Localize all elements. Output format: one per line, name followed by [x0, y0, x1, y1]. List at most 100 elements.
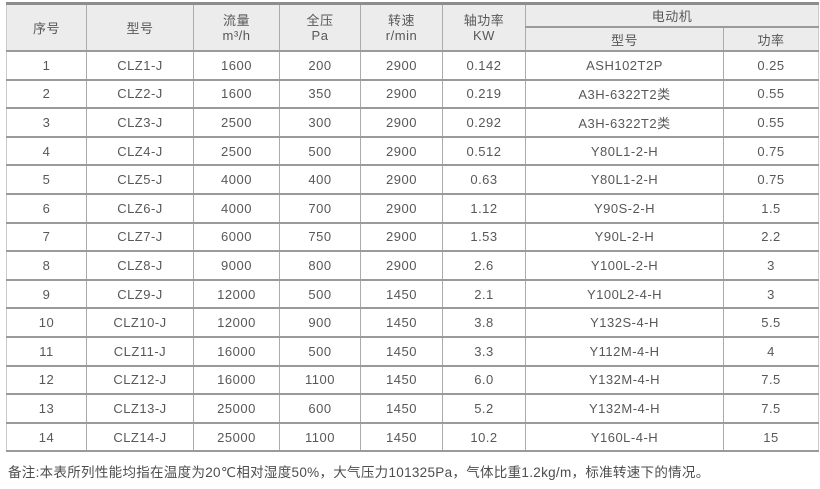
header-flow-label: 流量 — [222, 12, 250, 28]
cell-seq: 4 — [6, 135, 87, 167]
cell-motor-model: Y112M-4-H — [525, 335, 724, 367]
fan-spec-table: 序号 型号 流量 m³/h 全压 Pa 转速 r/min 轴 — [6, 2, 820, 453]
cell-shaft-power: 2.1 — [442, 278, 526, 310]
cell-flow: 1600 — [193, 50, 280, 81]
cell-motor-model: Y80L1-2-H — [525, 135, 724, 167]
cell-speed: 1450 — [360, 307, 443, 338]
cell-shaft-power: 0.512 — [442, 135, 526, 167]
table-row: 13 CLZ13-J 25000 600 1450 5.2 Y132M-4-H 7.5 — [6, 393, 820, 424]
cell-speed: 1450 — [360, 393, 443, 424]
table-row: 6 CLZ6-J 4000 700 2900 1.12 Y90S-2-H 1.5 — [6, 192, 820, 224]
cell-seq: 10 — [6, 307, 87, 338]
table-row: 11 CLZ11-J 16000 500 1450 3.3 Y112M-4-H 4 — [6, 335, 820, 367]
cell-flow: 12000 — [193, 278, 280, 310]
cell-seq: 3 — [6, 107, 87, 138]
cell-flow: 2500 — [193, 135, 280, 167]
cell-seq: 12 — [6, 364, 87, 396]
cell-motor-model: Y132M-4-H — [525, 364, 724, 396]
cell-seq: 7 — [6, 221, 87, 253]
header-seq: 序号 — [6, 2, 87, 52]
cell-shaft-power: 2.6 — [442, 250, 526, 281]
header-motor-model: 型号 — [525, 26, 724, 52]
cell-motor-power: 0.55 — [722, 107, 820, 138]
cell-shaft-power: 0.292 — [442, 107, 526, 138]
header-model-label: 型号 — [126, 21, 154, 36]
cell-pressure: 600 — [279, 393, 361, 424]
cell-model: CLZ1-J — [86, 50, 194, 81]
cell-model: CLZ13-J — [86, 393, 194, 424]
footnote: 备注:本表所列性能均指在温度为20℃相对湿度50%，大气压力101325Pa，气… — [8, 465, 710, 481]
cell-seq: 14 — [6, 421, 87, 453]
cell-motor-power: 0.75 — [722, 164, 820, 195]
cell-motor-model: ASH102T2P — [525, 50, 724, 81]
cell-model: CLZ3-J — [86, 107, 194, 138]
cell-motor-model: Y90S-2-H — [525, 192, 724, 224]
cell-shaft-power: 3.8 — [442, 307, 526, 338]
header-speed: 转速 r/min — [360, 2, 443, 52]
cell-motor-power: 0.55 — [722, 78, 820, 110]
cell-model: CLZ12-J — [86, 364, 194, 396]
header-seq-label: 序号 — [32, 21, 60, 36]
cell-model: CLZ5-J — [86, 164, 194, 195]
cell-pressure: 750 — [279, 221, 361, 253]
cell-seq: 11 — [6, 335, 87, 367]
cell-seq: 13 — [6, 393, 87, 424]
cell-motor-power: 3 — [722, 278, 820, 310]
cell-flow: 6000 — [193, 221, 280, 253]
cell-motor-power: 1.5 — [722, 192, 820, 224]
cell-model: CLZ9-J — [86, 278, 194, 310]
table-row: 9 CLZ9-J 12000 500 1450 2.1 Y100L2-4-H 3 — [6, 278, 820, 310]
cell-shaft-power: 0.63 — [442, 164, 526, 195]
header-motor-power-label: 功率 — [757, 32, 785, 48]
cell-speed: 2900 — [360, 192, 443, 224]
cell-pressure: 700 — [279, 192, 361, 224]
cell-pressure: 200 — [279, 50, 361, 81]
header-motor-group: 电动机 — [524, 2, 820, 28]
table-row: 14 CLZ14-J 25000 1100 1450 10.2 Y160L-4-H 15 — [6, 421, 820, 453]
cell-pressure: 400 — [279, 164, 361, 195]
cell-model: CLZ10-J — [86, 307, 194, 338]
header-pressure-label: 全压 — [306, 12, 334, 28]
header-motor-power: 功率 — [722, 26, 820, 52]
cell-model: CLZ7-J — [86, 221, 194, 253]
cell-pressure: 900 — [279, 307, 361, 338]
cell-model: CLZ2-J — [86, 78, 194, 110]
cell-speed: 1450 — [360, 364, 443, 396]
header-flow: 流量 m³/h — [193, 2, 280, 52]
header-motor-model-label: 型号 — [610, 32, 638, 48]
cell-shaft-power: 3.3 — [442, 335, 526, 367]
cell-speed: 2900 — [360, 135, 443, 167]
cell-flow: 4000 — [193, 164, 280, 195]
cell-motor-model: A3H-6322T2类 — [525, 78, 724, 110]
cell-flow: 9000 — [193, 250, 280, 281]
cell-seq: 5 — [6, 164, 87, 195]
cell-model: CLZ4-J — [86, 135, 194, 167]
cell-speed: 1450 — [360, 335, 443, 367]
cell-flow: 12000 — [193, 307, 280, 338]
cell-motor-model: Y160L-4-H — [525, 421, 724, 453]
table-row: 5 CLZ5-J 4000 400 2900 0.63 Y80L1-2-H 0.75 — [6, 164, 820, 195]
cell-speed: 2900 — [360, 50, 443, 81]
header-model: 型号 — [86, 2, 194, 52]
header-speed-label: 转速 — [387, 12, 415, 28]
cell-motor-model: Y132M-4-H — [525, 393, 724, 424]
cell-pressure: 800 — [279, 250, 361, 281]
cell-shaft-power: 5.2 — [442, 393, 526, 424]
cell-flow: 25000 — [193, 421, 280, 453]
cell-speed: 2900 — [360, 78, 443, 110]
cell-seq: 2 — [6, 78, 87, 110]
cell-pressure: 500 — [279, 335, 361, 367]
cell-pressure: 350 — [279, 78, 361, 110]
header-speed-unit: r/min — [385, 27, 418, 43]
cell-motor-power: 5.5 — [722, 307, 820, 338]
cell-motor-power: 3 — [722, 250, 820, 281]
table-row: 2 CLZ2-J 1600 350 2900 0.219 A3H-6322T2类 0.55 — [6, 78, 820, 110]
header-flow-unit: m³/h — [222, 27, 251, 43]
cell-pressure: 1100 — [279, 421, 361, 453]
cell-motor-power: 0.25 — [722, 50, 820, 81]
cell-shaft-power: 10.2 — [442, 421, 526, 453]
cell-shaft-power: 1.53 — [442, 221, 526, 253]
header-shaft-power-label: 轴功率 — [463, 12, 505, 28]
cell-pressure: 500 — [279, 278, 361, 310]
